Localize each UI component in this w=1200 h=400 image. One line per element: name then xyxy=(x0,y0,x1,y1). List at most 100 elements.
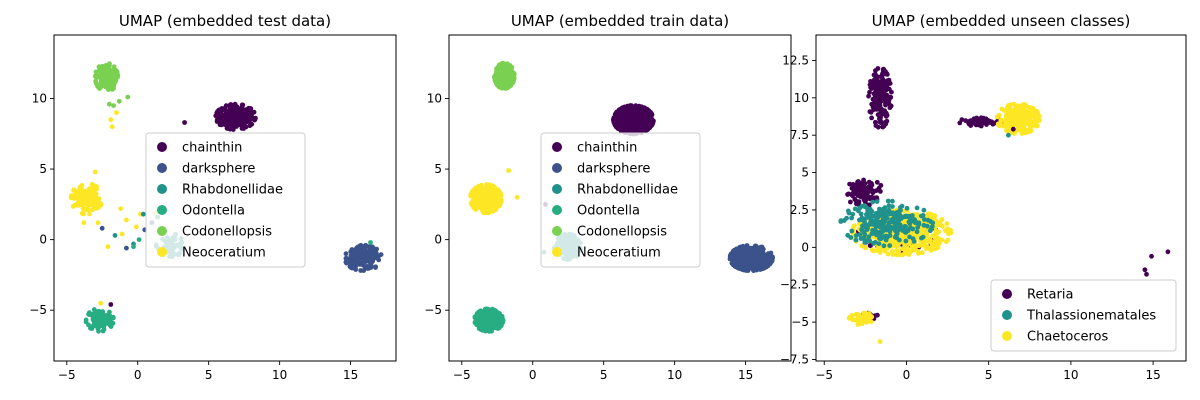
data-point-darksphere xyxy=(751,261,756,267)
data-point-codonellopsis xyxy=(97,84,103,89)
data-point-chaetoceros xyxy=(900,246,905,252)
data-point-retaria xyxy=(885,78,891,83)
data-point-neoceratium xyxy=(514,194,520,200)
data-point-retaria xyxy=(872,78,878,84)
data-point-chaetoceros xyxy=(999,106,1005,112)
data-point-neoceratium xyxy=(497,202,503,208)
legend-label: Rhabdonellidae xyxy=(577,183,678,198)
data-point-neoceratium xyxy=(469,202,475,208)
legend-marker xyxy=(552,205,562,215)
data-point-neoceratium xyxy=(98,300,104,306)
data-point-chainthin xyxy=(245,115,251,121)
data-point-odontella xyxy=(496,318,502,323)
data-point-chaetoceros xyxy=(939,237,945,243)
data-point-neoceratium xyxy=(484,182,490,188)
data-point-codonellopsis xyxy=(97,75,103,80)
data-point-chaetoceros xyxy=(919,250,925,256)
data-point-chainthin xyxy=(247,123,253,129)
data-point-chainthin xyxy=(229,120,234,125)
data-point-chainthin xyxy=(241,112,247,117)
data-point-chaetoceros xyxy=(896,249,902,255)
data-point-neoceratium xyxy=(71,188,76,193)
data-point-darksphere xyxy=(363,243,369,248)
y-tick-label: −5 xyxy=(29,303,47,317)
data-point-chaetoceros xyxy=(1031,108,1036,113)
data-point-codonellopsis xyxy=(508,83,514,88)
y-tick-label: 0 xyxy=(39,233,47,247)
data-point-darksphere xyxy=(757,246,763,251)
data-point-chaetoceros xyxy=(944,221,950,227)
data-point-chainthin xyxy=(623,128,629,134)
legend-marker xyxy=(552,226,562,236)
data-point-retaria xyxy=(883,100,888,106)
data-point-retaria xyxy=(886,101,892,107)
x-tick-label: 10 xyxy=(667,368,682,382)
data-point-retaria xyxy=(873,68,878,73)
data-point-retaria xyxy=(878,189,883,194)
x-tick-label: 10 xyxy=(272,368,287,382)
legend-label: chainthin xyxy=(577,141,637,156)
data-point-chaetoceros xyxy=(1020,112,1025,118)
data-point-codonellopsis xyxy=(105,76,111,82)
data-point-codonellopsis xyxy=(107,61,112,67)
data-point-darksphere xyxy=(362,249,367,255)
x-tick-label: 0 xyxy=(134,368,142,382)
data-point-neoceratium xyxy=(477,186,483,192)
plot-points xyxy=(838,66,1171,344)
y-tick-label: 10 xyxy=(32,92,47,106)
data-point-darksphere xyxy=(373,264,378,270)
data-point-odontella xyxy=(480,310,486,315)
data-point-darksphere xyxy=(742,254,747,260)
data-point-neoceratium xyxy=(484,193,490,199)
data-point-chainthin xyxy=(648,113,653,119)
data-point-chaetoceros xyxy=(933,242,939,247)
data-point-retaria xyxy=(875,104,881,109)
data-point-darksphere xyxy=(347,261,353,266)
data-point-chaetoceros xyxy=(1012,106,1018,112)
data-point-neoceratium xyxy=(484,189,489,195)
data-point-chaetoceros xyxy=(907,250,913,256)
data-point-chaetoceros xyxy=(890,252,896,257)
data-point-retaria xyxy=(889,89,894,95)
data-point-chaetoceros xyxy=(940,224,945,229)
data-point-chainthin xyxy=(638,120,644,126)
data-point-chainthin xyxy=(620,109,626,114)
data-point-chaetoceros xyxy=(945,237,951,243)
data-point-retaria xyxy=(867,196,873,202)
data-point-retaria xyxy=(876,79,882,85)
x-tick-label: 0 xyxy=(529,368,537,382)
data-point-chainthin xyxy=(634,117,640,123)
data-point-chaetoceros xyxy=(937,219,943,225)
chart-title: UMAP (embedded train data) xyxy=(511,12,729,30)
data-point-odontella xyxy=(107,309,112,315)
data-point-neoceratium xyxy=(475,191,480,196)
data-point-neoceratium xyxy=(78,202,84,208)
data-point-chainthin xyxy=(223,103,229,109)
legend-marker xyxy=(157,142,167,152)
data-point-chainthin xyxy=(621,117,627,123)
data-point-chainthin xyxy=(182,120,188,125)
data-point-neoceratium xyxy=(473,197,479,203)
data-point-odontella xyxy=(93,321,99,327)
data-point-thalassionematales xyxy=(881,243,887,249)
data-point-codonellopsis xyxy=(509,64,514,70)
data-point-codonellopsis xyxy=(501,61,507,67)
data-point-codonellopsis xyxy=(113,79,118,85)
data-point-codonellopsis xyxy=(106,101,112,107)
data-point-darksphere xyxy=(348,249,354,255)
data-point-rhabdonellidae xyxy=(112,233,118,238)
data-point-odontella xyxy=(489,328,494,334)
data-point-darksphere xyxy=(367,247,373,253)
data-point-retaria xyxy=(868,109,874,115)
data-point-chaetoceros xyxy=(1027,120,1033,126)
data-point-chaetoceros xyxy=(1030,113,1036,119)
data-point-odontella xyxy=(477,326,483,331)
data-point-darksphere xyxy=(344,260,349,266)
data-point-darksphere xyxy=(753,243,759,249)
chart-title: UMAP (embedded test data) xyxy=(119,12,331,30)
data-point-chainthin xyxy=(630,110,636,115)
data-point-retaria xyxy=(874,91,880,97)
data-point-chaetoceros xyxy=(874,247,880,253)
data-point-neoceratium xyxy=(95,220,101,226)
legend-label: Codonellopsis xyxy=(182,225,272,240)
